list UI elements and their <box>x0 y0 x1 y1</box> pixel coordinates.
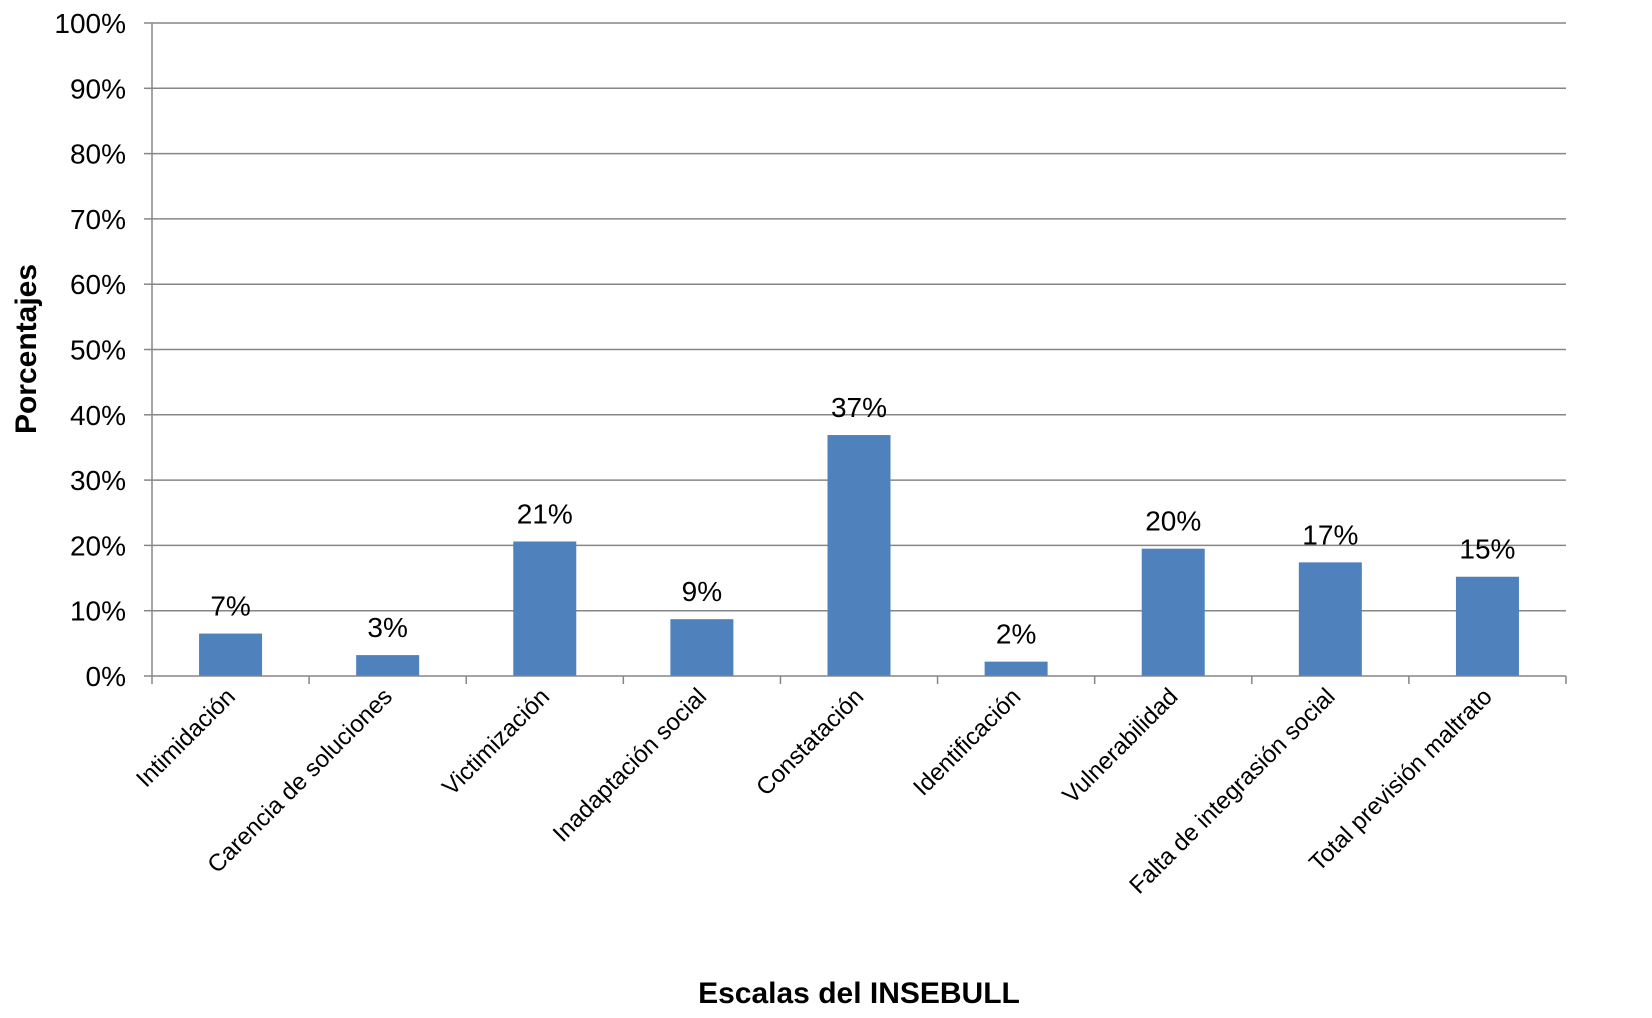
x-tick-label: Carencia de soluciones <box>202 683 398 879</box>
y-tick-label: 80% <box>70 139 126 170</box>
data-label: 2% <box>996 619 1036 650</box>
gridlines <box>152 22 1566 612</box>
y-tick-label: 0% <box>86 661 126 692</box>
bar <box>670 619 734 676</box>
data-label: 21% <box>517 498 573 529</box>
y-axis-title: Porcentajes <box>10 264 43 434</box>
y-tick-label: 90% <box>70 73 126 104</box>
bar <box>199 633 263 676</box>
bar <box>356 655 420 676</box>
x-tick-label: Constatación <box>751 683 869 801</box>
y-tick-label: 10% <box>70 596 126 627</box>
x-tick-label: Intimidación <box>131 683 241 793</box>
bar <box>827 435 891 676</box>
bar <box>1455 576 1519 676</box>
x-tick-label: Identificación <box>908 683 1026 801</box>
y-tick-labels: 0% 10% 20% 30% 40% 50% 60% 70% 80% 90% 100% <box>54 8 126 692</box>
bar <box>1298 562 1362 676</box>
x-tick-label: Inadaptación social <box>548 683 712 847</box>
y-tick-label: 20% <box>70 530 126 561</box>
axes <box>144 22 1567 684</box>
x-tick-label: Vulnerabilidad <box>1057 683 1183 809</box>
bars <box>199 435 1519 676</box>
y-tick-label: 30% <box>70 465 126 496</box>
y-tick-label: 70% <box>70 204 126 235</box>
y-tick-label: 40% <box>70 400 126 431</box>
data-label: 3% <box>367 612 407 643</box>
x-tick-label: Victimización <box>437 683 555 801</box>
y-tick-label: 60% <box>70 269 126 300</box>
data-label: 7% <box>210 591 250 622</box>
bar <box>1141 548 1205 676</box>
data-label: 17% <box>1302 519 1358 550</box>
y-tick-label: 50% <box>70 335 126 366</box>
data-labels: 7% 3% 21% 9% 37% 2% 20% 17% 15% <box>210 392 1515 650</box>
x-tick-label: Total previsión maltrato <box>1304 683 1498 877</box>
bar <box>984 661 1048 676</box>
data-label: 9% <box>682 576 722 607</box>
y-tick-label: 100% <box>54 8 126 39</box>
data-label: 15% <box>1459 534 1515 565</box>
data-label: 20% <box>1145 506 1201 537</box>
x-axis-title: Escalas del INSEBULL <box>698 977 1020 1010</box>
data-label: 37% <box>831 392 887 423</box>
bar <box>513 541 577 676</box>
